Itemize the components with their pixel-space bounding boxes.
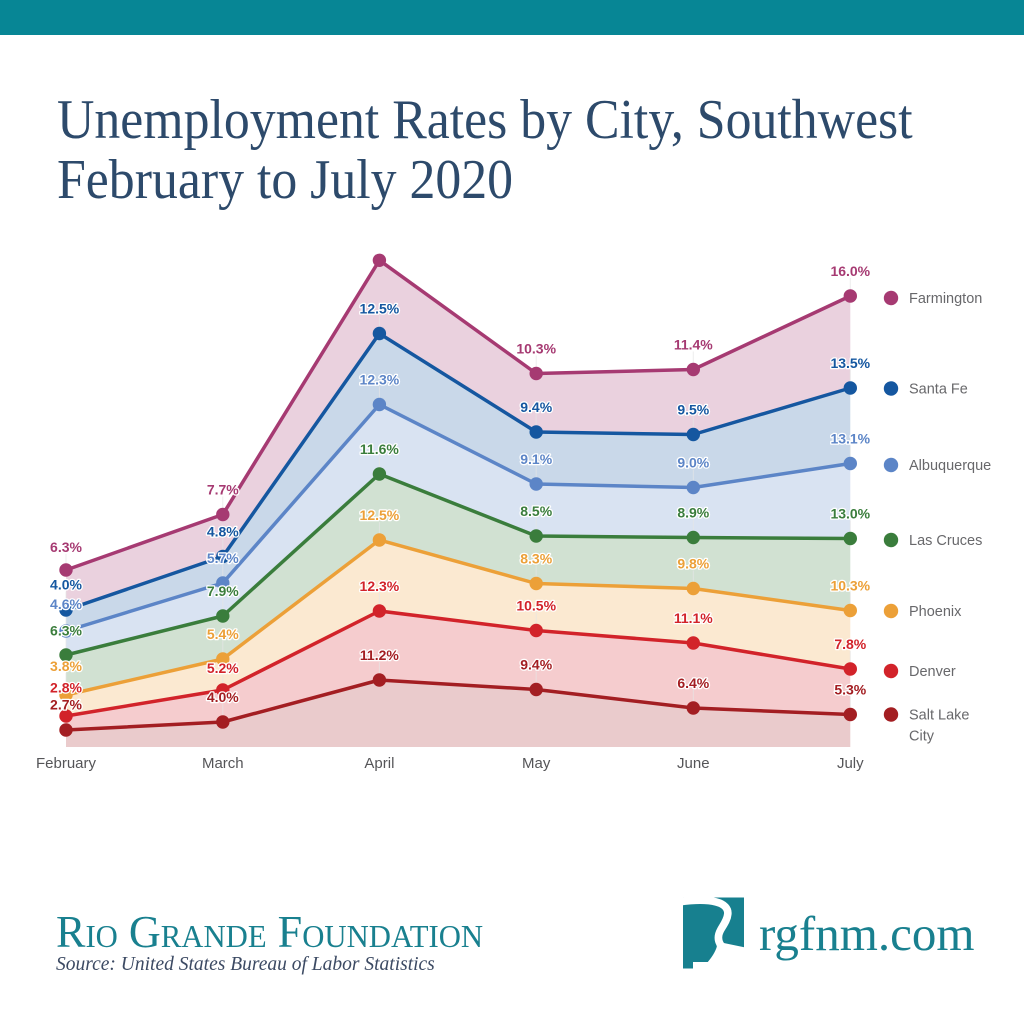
svg-text:10.3%: 10.3%	[516, 341, 556, 357]
svg-text:3.8%: 3.8%	[50, 658, 82, 674]
svg-text:9.4%: 9.4%	[520, 657, 552, 673]
svg-text:13.5%: 13.5%	[830, 355, 870, 371]
svg-text:6.3%: 6.3%	[50, 623, 82, 639]
svg-text:7.7%: 7.7%	[207, 482, 239, 498]
svg-text:11.4%: 11.4%	[674, 337, 713, 353]
svg-text:June: June	[677, 755, 710, 772]
svg-text:5.3%: 5.3%	[834, 682, 866, 698]
svg-text:4.6%: 4.6%	[50, 596, 82, 612]
svg-text:2.7%: 2.7%	[50, 697, 82, 713]
svg-text:12.5%: 12.5%	[360, 301, 400, 317]
svg-text:9.5%: 9.5%	[677, 402, 709, 418]
svg-text:July: July	[837, 755, 864, 772]
svg-text:Albuquerque: Albuquerque	[909, 458, 991, 474]
svg-text:March: March	[202, 755, 244, 772]
svg-text:May: May	[522, 755, 551, 772]
svg-text:7.9%: 7.9%	[207, 583, 239, 599]
svg-text:12.3%: 12.3%	[360, 578, 400, 594]
svg-text:11.1%: 11.1%	[674, 610, 713, 626]
svg-text:11.2%: 11.2%	[360, 647, 399, 663]
svg-text:7.8%: 7.8%	[834, 636, 866, 652]
svg-text:Phoenix: Phoenix	[909, 604, 962, 620]
svg-text:6.4%: 6.4%	[677, 675, 709, 691]
svg-text:Denver: Denver	[909, 664, 956, 680]
svg-text:5.2%: 5.2%	[207, 660, 239, 676]
svg-text:8.9%: 8.9%	[677, 505, 709, 521]
svg-text:8.3%: 8.3%	[520, 551, 552, 567]
svg-text:Farmington: Farmington	[909, 291, 982, 307]
svg-text:Salt Lake: Salt Lake	[909, 708, 969, 724]
svg-text:6.3%: 6.3%	[50, 539, 82, 555]
svg-text:10.3%: 10.3%	[830, 578, 870, 594]
svg-text:11.6%: 11.6%	[360, 441, 399, 457]
svg-text:8.5%: 8.5%	[520, 503, 552, 519]
svg-text:4.8%: 4.8%	[207, 524, 239, 540]
svg-text:5.7%: 5.7%	[207, 550, 239, 566]
svg-text:9.1%: 9.1%	[520, 451, 552, 467]
svg-text:13.1%: 13.1%	[830, 431, 870, 447]
svg-text:10.5%: 10.5%	[516, 598, 556, 614]
svg-text:2.8%: 2.8%	[50, 680, 82, 696]
svg-text:4.0%: 4.0%	[50, 577, 82, 593]
svg-text:Las Cruces: Las Cruces	[909, 533, 982, 549]
svg-text:9.4%: 9.4%	[520, 399, 552, 415]
svg-text:City: City	[909, 729, 935, 745]
svg-text:5.4%: 5.4%	[207, 626, 239, 642]
svg-text:4.0%: 4.0%	[207, 689, 239, 705]
svg-text:13.0%: 13.0%	[830, 506, 870, 522]
svg-text:Santa Fe: Santa Fe	[909, 382, 968, 398]
svg-text:16.0%: 16.0%	[830, 263, 870, 279]
svg-text:9.8%: 9.8%	[677, 556, 709, 572]
svg-text:9.0%: 9.0%	[677, 455, 709, 471]
svg-text:February: February	[36, 755, 97, 772]
svg-text:12.3%: 12.3%	[360, 372, 400, 388]
svg-text:12.5%: 12.5%	[360, 507, 400, 523]
svg-text:April: April	[364, 755, 394, 772]
